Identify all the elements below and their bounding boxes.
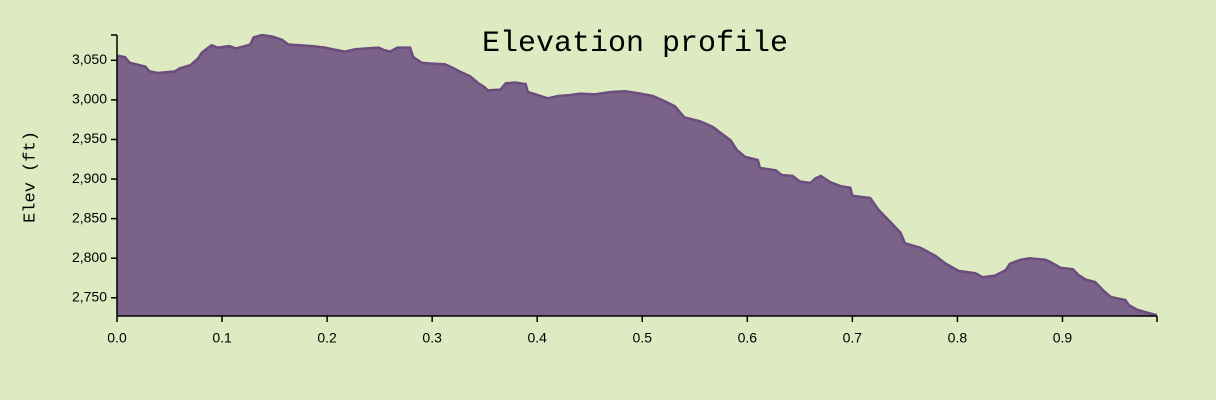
area-fill (117, 35, 1157, 316)
x-tick-label: 0.0 (107, 330, 127, 346)
y-tick-label: 2,800 (72, 249, 107, 265)
x-tick-label: 0.5 (633, 330, 653, 346)
x-tick-label: 0.4 (527, 330, 547, 346)
chart-title: Elevation profile (482, 27, 788, 61)
x-tick-label: 0.6 (738, 330, 758, 346)
y-tick-label: 2,950 (72, 130, 107, 146)
y-axis-label: Elev (ft) (21, 131, 40, 223)
y-tick-label: 2,750 (72, 288, 107, 304)
x-tick-label: 0.9 (1053, 330, 1073, 346)
area-line (116, 33, 1158, 317)
x-tick-label: 0.1 (212, 330, 232, 346)
x-tick-label: 0.7 (843, 330, 863, 346)
x-tick-label: 0.2 (317, 330, 337, 346)
y-tick-label: 3,000 (72, 91, 107, 107)
y-tick-label: 2,850 (72, 209, 107, 225)
x-tick-label: 0.8 (948, 330, 968, 346)
x-tick-label: 0.3 (422, 330, 442, 346)
y-tick-label: 3,050 (72, 51, 107, 67)
y-tick-label: 2,900 (72, 170, 107, 186)
